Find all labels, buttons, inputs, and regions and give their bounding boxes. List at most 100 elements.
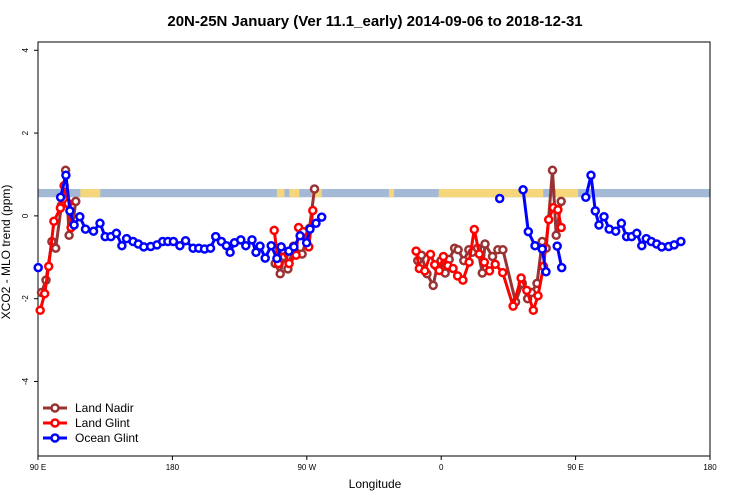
x-tick-label: 180 bbox=[166, 463, 180, 472]
data-point bbox=[69, 220, 79, 230]
x-tick-label: 180 bbox=[703, 463, 717, 472]
data-point bbox=[543, 214, 554, 225]
data-point bbox=[64, 230, 74, 241]
data-point bbox=[547, 165, 558, 176]
land-band-segment bbox=[438, 188, 544, 198]
data-point bbox=[438, 251, 449, 262]
data-point bbox=[411, 246, 421, 256]
data-point bbox=[168, 236, 179, 247]
data-point bbox=[523, 226, 534, 237]
data-point bbox=[425, 249, 436, 260]
data-point bbox=[269, 225, 279, 236]
data-point bbox=[551, 230, 561, 241]
data-point bbox=[516, 273, 526, 283]
data-point bbox=[39, 288, 50, 299]
data-point bbox=[251, 247, 261, 258]
y-axis-label: XCO2 - MLO trend (ppm) bbox=[0, 185, 13, 320]
data-point bbox=[210, 231, 221, 242]
data-point bbox=[95, 218, 105, 229]
data-point bbox=[180, 235, 191, 246]
data-point bbox=[581, 192, 591, 203]
data-point bbox=[65, 206, 75, 216]
data-point bbox=[221, 240, 232, 251]
surface-band bbox=[38, 188, 710, 198]
data-point bbox=[291, 250, 301, 260]
data-point bbox=[518, 185, 528, 195]
data-point bbox=[308, 205, 318, 216]
data-point bbox=[522, 285, 532, 296]
data-point bbox=[111, 228, 122, 239]
series bbox=[33, 165, 686, 316]
land-band-segment bbox=[80, 188, 101, 198]
plot-frame bbox=[37, 41, 711, 457]
data-point bbox=[487, 251, 498, 262]
data-point bbox=[260, 253, 270, 263]
x-tick-label: 90 E bbox=[567, 463, 583, 472]
data-point bbox=[434, 265, 444, 276]
legend-label: Land Nadir bbox=[75, 401, 134, 415]
data-point bbox=[284, 258, 294, 269]
data-point bbox=[88, 226, 99, 236]
data-point bbox=[117, 240, 127, 251]
legend-swatch-marker bbox=[50, 403, 60, 413]
data-point bbox=[316, 212, 327, 222]
data-point bbox=[610, 226, 621, 236]
data-point bbox=[55, 192, 66, 203]
x-tick-label: 0 bbox=[439, 463, 444, 472]
data-point bbox=[494, 193, 505, 204]
data-point bbox=[295, 231, 305, 241]
series-ocean-glint bbox=[33, 170, 686, 277]
x-axis-label: Longitude bbox=[349, 477, 402, 491]
y-tick-label: 4 bbox=[21, 48, 30, 53]
data-point bbox=[676, 236, 686, 247]
x-tick-label: 90 E bbox=[30, 463, 46, 472]
data-point bbox=[477, 268, 488, 278]
data-point bbox=[480, 239, 490, 249]
data-point bbox=[632, 228, 642, 239]
land-band-segment bbox=[276, 188, 285, 198]
data-point bbox=[61, 170, 71, 181]
data-point bbox=[616, 218, 627, 229]
ocean-band bbox=[38, 188, 710, 198]
data-point bbox=[429, 259, 440, 270]
legend-label: Ocean Glint bbox=[75, 431, 139, 445]
data-point bbox=[637, 240, 647, 251]
data-point bbox=[247, 235, 257, 245]
data-point bbox=[301, 238, 312, 248]
data-point bbox=[71, 196, 81, 207]
data-point bbox=[33, 262, 43, 273]
data-point bbox=[255, 241, 265, 251]
data-point bbox=[276, 242, 286, 252]
data-point bbox=[428, 280, 438, 291]
data-point bbox=[479, 257, 490, 267]
data-point bbox=[241, 240, 251, 251]
data-point bbox=[552, 241, 562, 251]
data-point bbox=[528, 305, 539, 316]
data-point bbox=[490, 259, 500, 270]
y-tick-label: -4 bbox=[21, 377, 30, 385]
data-point bbox=[464, 257, 474, 267]
data-point bbox=[266, 240, 276, 251]
data-point bbox=[599, 211, 609, 222]
data-point bbox=[289, 242, 299, 252]
y-tick-label: 2 bbox=[21, 130, 30, 135]
data-point bbox=[541, 267, 551, 277]
data-point bbox=[55, 203, 66, 213]
x-tick-label: 90 W bbox=[297, 463, 316, 472]
land-band-segment bbox=[555, 188, 579, 198]
land-band-segment bbox=[388, 188, 394, 198]
data-point bbox=[458, 275, 468, 285]
legend-swatch-marker bbox=[50, 418, 60, 428]
data-point bbox=[80, 224, 91, 234]
legend-swatch-marker bbox=[50, 433, 60, 443]
data-point bbox=[305, 224, 315, 234]
data-point bbox=[498, 245, 508, 255]
data-point bbox=[205, 243, 216, 253]
land-band-segment bbox=[289, 188, 300, 198]
data-point bbox=[586, 170, 596, 181]
chart-title: 20N-25N January (Ver 11.1_early) 2014-09… bbox=[167, 13, 582, 30]
data-point bbox=[484, 266, 495, 276]
data-point bbox=[453, 245, 463, 255]
data-point bbox=[225, 247, 235, 258]
